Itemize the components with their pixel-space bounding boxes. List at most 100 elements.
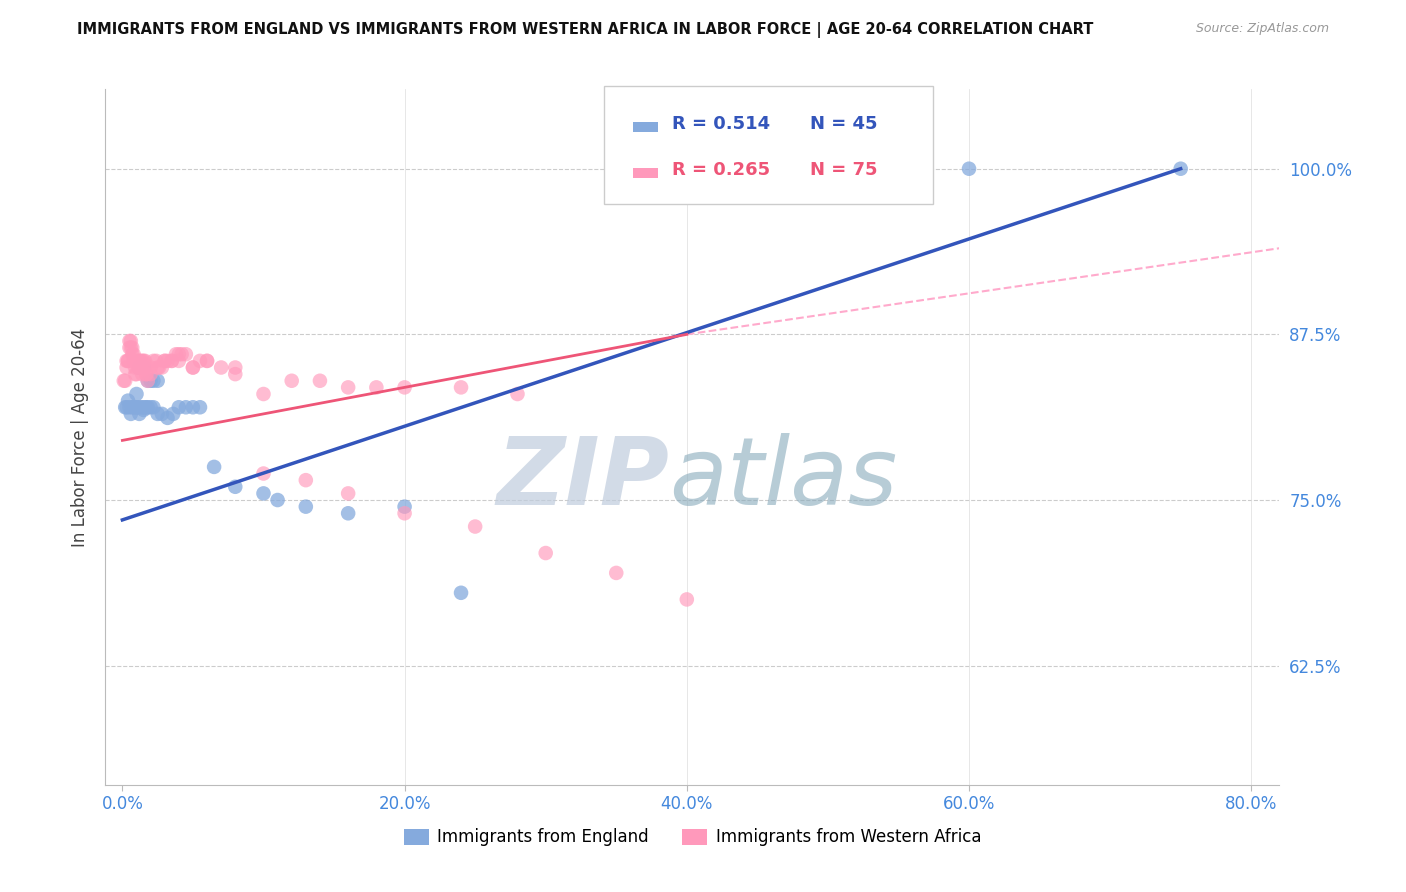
Point bbox=[605, 566, 627, 580]
Point bbox=[136, 401, 159, 415]
Point bbox=[135, 367, 157, 381]
Point bbox=[121, 347, 143, 361]
Legend: Immigrants from England, Immigrants from Western Africa: Immigrants from England, Immigrants from… bbox=[398, 822, 987, 853]
Point bbox=[146, 360, 169, 375]
Point bbox=[337, 380, 360, 394]
Point bbox=[128, 360, 150, 375]
Text: N = 75: N = 75 bbox=[810, 161, 877, 179]
Point bbox=[167, 354, 190, 368]
Text: Source: ZipAtlas.com: Source: ZipAtlas.com bbox=[1195, 22, 1329, 36]
Point bbox=[394, 380, 416, 394]
Point bbox=[112, 374, 135, 388]
Point bbox=[252, 486, 274, 500]
Point bbox=[125, 354, 148, 368]
Point bbox=[132, 403, 155, 417]
Point bbox=[224, 367, 246, 381]
Point bbox=[160, 354, 183, 368]
Point bbox=[534, 546, 557, 560]
Point bbox=[122, 347, 145, 361]
Point bbox=[131, 354, 153, 368]
Point bbox=[146, 407, 169, 421]
Point bbox=[150, 407, 173, 421]
Point bbox=[118, 341, 141, 355]
Point bbox=[134, 401, 156, 415]
Point bbox=[394, 500, 416, 514]
FancyBboxPatch shape bbox=[633, 168, 658, 178]
Point bbox=[295, 500, 318, 514]
Point bbox=[136, 374, 159, 388]
Point bbox=[139, 360, 162, 375]
Point bbox=[337, 506, 360, 520]
Point bbox=[450, 586, 472, 600]
Point bbox=[142, 401, 165, 415]
Point bbox=[224, 360, 246, 375]
Point bbox=[129, 360, 152, 375]
Point bbox=[127, 401, 149, 415]
Point bbox=[134, 360, 156, 375]
Point bbox=[202, 459, 225, 474]
Point bbox=[209, 360, 232, 375]
Point bbox=[174, 347, 197, 361]
Point bbox=[118, 401, 141, 415]
Text: atlas: atlas bbox=[669, 434, 897, 524]
FancyBboxPatch shape bbox=[605, 86, 934, 204]
Point bbox=[121, 341, 143, 355]
Point bbox=[114, 401, 136, 415]
Text: ZIP: ZIP bbox=[496, 433, 669, 524]
Point bbox=[162, 407, 184, 421]
Point bbox=[148, 360, 170, 375]
Point bbox=[129, 401, 152, 415]
Point bbox=[195, 354, 218, 368]
Point bbox=[120, 341, 142, 355]
Point bbox=[127, 354, 149, 368]
Point bbox=[188, 401, 211, 415]
Point bbox=[153, 354, 176, 368]
Point bbox=[394, 506, 416, 520]
Point bbox=[132, 360, 155, 375]
FancyBboxPatch shape bbox=[633, 121, 658, 132]
Point bbox=[195, 354, 218, 368]
Point bbox=[295, 473, 318, 487]
Point bbox=[132, 354, 155, 368]
Point bbox=[252, 387, 274, 401]
Point bbox=[135, 401, 157, 415]
Y-axis label: In Labor Force | Age 20-64: In Labor Force | Age 20-64 bbox=[72, 327, 90, 547]
Point bbox=[156, 410, 179, 425]
Point bbox=[181, 360, 204, 375]
Point bbox=[957, 161, 980, 176]
Point bbox=[139, 367, 162, 381]
Text: R = 0.265: R = 0.265 bbox=[672, 161, 770, 179]
Point bbox=[131, 367, 153, 381]
Point bbox=[337, 486, 360, 500]
Point bbox=[309, 374, 332, 388]
Point bbox=[122, 401, 145, 415]
Point bbox=[280, 374, 302, 388]
Point bbox=[181, 360, 204, 375]
Point bbox=[464, 519, 486, 533]
Point bbox=[117, 354, 139, 368]
Point bbox=[115, 360, 138, 375]
Point bbox=[450, 380, 472, 394]
Point bbox=[506, 387, 529, 401]
Point bbox=[128, 354, 150, 368]
Point bbox=[146, 374, 169, 388]
Point bbox=[128, 407, 150, 421]
Point bbox=[139, 401, 162, 415]
Point bbox=[117, 393, 139, 408]
Point bbox=[114, 374, 136, 388]
Point bbox=[366, 380, 388, 394]
Point bbox=[153, 354, 176, 368]
Point bbox=[127, 360, 149, 375]
Point bbox=[131, 401, 153, 415]
Point bbox=[121, 401, 143, 415]
Point bbox=[142, 354, 165, 368]
Point bbox=[132, 360, 155, 375]
Point bbox=[129, 354, 152, 368]
Point bbox=[160, 354, 183, 368]
Point bbox=[167, 347, 190, 361]
Point bbox=[167, 401, 190, 415]
Text: IMMIGRANTS FROM ENGLAND VS IMMIGRANTS FROM WESTERN AFRICA IN LABOR FORCE | AGE 2: IMMIGRANTS FROM ENGLAND VS IMMIGRANTS FR… bbox=[77, 22, 1094, 38]
Point bbox=[124, 360, 146, 375]
Point bbox=[156, 354, 179, 368]
Point bbox=[170, 347, 193, 361]
